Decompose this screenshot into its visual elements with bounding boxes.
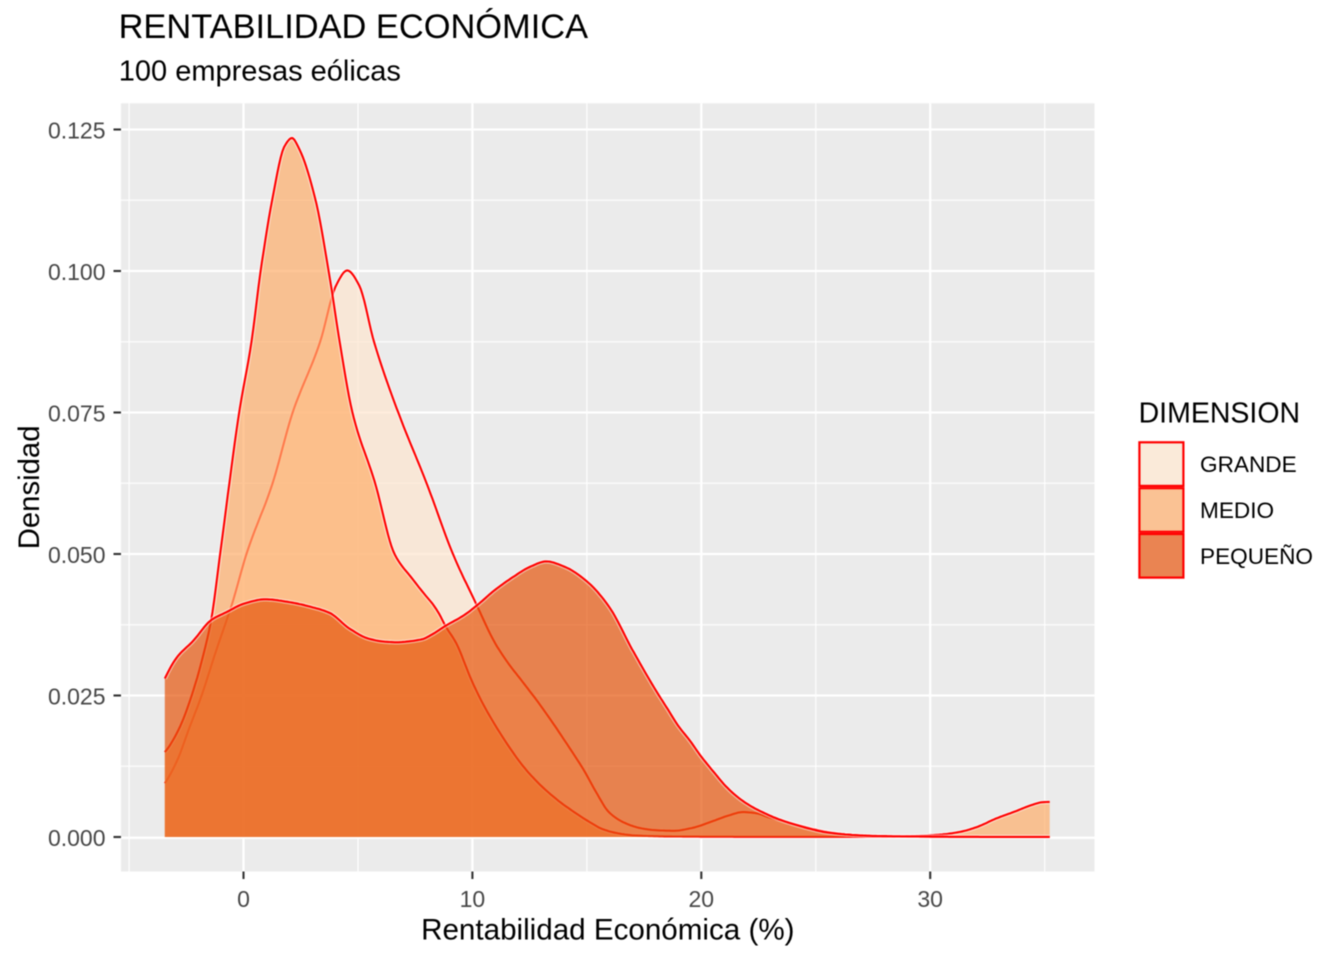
svg-text:100 empresas eólicas: 100 empresas eólicas	[119, 55, 401, 87]
svg-text:0.075: 0.075	[48, 401, 106, 427]
svg-text:Densidad: Densidad	[13, 426, 46, 550]
svg-text:30: 30	[917, 886, 943, 912]
svg-text:Rentabilidad Económica (%): Rentabilidad Económica (%)	[421, 913, 794, 946]
svg-text:0.100: 0.100	[48, 259, 106, 285]
svg-text:DIMENSION: DIMENSION	[1139, 397, 1301, 429]
svg-text:20: 20	[689, 886, 715, 912]
svg-text:0.000: 0.000	[48, 825, 106, 851]
svg-text:MEDIO: MEDIO	[1200, 498, 1274, 523]
svg-text:0: 0	[237, 886, 250, 912]
svg-text:RENTABILIDAD ECONÓMICA: RENTABILIDAD ECONÓMICA	[119, 7, 588, 46]
svg-text:0.025: 0.025	[48, 684, 106, 710]
svg-text:0.125: 0.125	[48, 118, 106, 144]
svg-text:GRANDE: GRANDE	[1200, 452, 1297, 477]
svg-text:10: 10	[460, 886, 486, 912]
svg-text:0.050: 0.050	[48, 542, 106, 568]
svg-text:PEQUEÑO: PEQUEÑO	[1200, 544, 1313, 569]
